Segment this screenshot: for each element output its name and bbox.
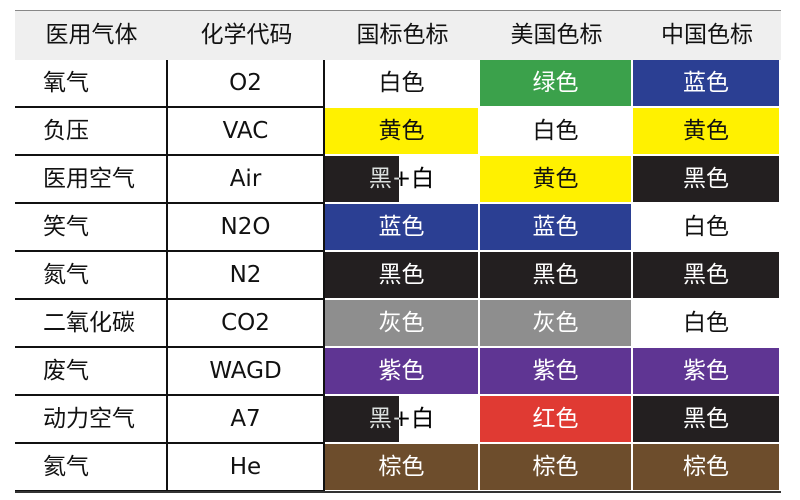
chemical-code: O2 — [168, 60, 325, 108]
chemical-code: Air — [168, 156, 325, 204]
us-color-cell: 绿色 — [480, 60, 633, 108]
chemical-code: N2 — [168, 252, 325, 300]
cn-color-cell: 黑色 — [633, 156, 781, 204]
table-row: 医用空气 Air 黑+白 黄色 黑色 — [15, 156, 781, 204]
gas-name: 氮气 — [15, 252, 168, 300]
cn-color-cell: 黑色 — [633, 396, 781, 444]
chemical-code: N2O — [168, 204, 325, 252]
gas-name: 氦气 — [15, 444, 168, 492]
cn-color-cell: 蓝色 — [633, 60, 781, 108]
black-swatch — [325, 396, 399, 442]
us-color-cell: 灰色 — [480, 300, 633, 348]
table-row: 氮气 N2 黑色 黑色 黑色 — [15, 252, 781, 300]
gas-name: 废气 — [15, 348, 168, 396]
us-color-cell: 红色 — [480, 396, 633, 444]
chemical-code: A7 — [168, 396, 325, 444]
gas-name: 氧气 — [15, 60, 168, 108]
gb-color-cell: 白色 — [325, 60, 480, 108]
gb-color-cell: 黑色 — [325, 252, 480, 300]
chemical-code: VAC — [168, 108, 325, 156]
gb-color-cell: 棕色 — [325, 444, 480, 492]
chemical-code: He — [168, 444, 325, 492]
us-color-cell: 紫色 — [480, 348, 633, 396]
cn-color-cell: 黄色 — [633, 108, 781, 156]
gb-color-cell: 黑+白 — [325, 396, 480, 444]
chemical-code: CO2 — [168, 300, 325, 348]
us-color-cell: 蓝色 — [480, 204, 633, 252]
color-label: 黑+白 — [368, 166, 435, 192]
cn-color-cell: 白色 — [633, 300, 781, 348]
gb-color-cell: 灰色 — [325, 300, 480, 348]
gas-name: 医用空气 — [15, 156, 168, 204]
us-color-cell: 棕色 — [480, 444, 633, 492]
chemical-code: WAGD — [168, 348, 325, 396]
table-row: 笑气 N2O 蓝色 蓝色 白色 — [15, 204, 781, 252]
us-color-cell: 白色 — [480, 108, 633, 156]
table-row: 废气 WAGD 紫色 紫色 紫色 — [15, 348, 781, 396]
us-color-cell: 黄色 — [480, 156, 633, 204]
gb-color-cell: 紫色 — [325, 348, 480, 396]
cn-color-cell: 白色 — [633, 204, 781, 252]
gb-color-cell: 黑+白 — [325, 156, 480, 204]
color-label: 黑+白 — [368, 406, 435, 432]
table-row: 氧气 O2 白色 绿色 蓝色 — [15, 60, 781, 108]
table-bottom-border — [15, 491, 781, 493]
header-cn-color: 中国色标 — [661, 22, 753, 48]
cn-color-cell: 黑色 — [633, 252, 781, 300]
table-row: 负压 VAC 黄色 白色 黄色 — [15, 108, 781, 156]
gb-color-cell: 黄色 — [325, 108, 480, 156]
cn-color-cell: 棕色 — [633, 444, 781, 492]
gas-name: 笑气 — [15, 204, 168, 252]
gas-name: 二氧化碳 — [15, 300, 168, 348]
cn-color-cell: 紫色 — [633, 348, 781, 396]
table-row: 动力空气 A7 黑+白 红色 黑色 — [15, 396, 781, 444]
header-gb-color: 国标色标 — [356, 22, 449, 48]
gas-name: 动力空气 — [15, 396, 168, 444]
header-code: 化学代码 — [200, 22, 293, 48]
gas-name: 负压 — [15, 108, 168, 156]
header-us-color: 美国色标 — [510, 22, 603, 48]
table-header: 医用气体 化学代码 国标色标 美国色标 中国色标 — [15, 10, 781, 60]
gb-color-cell: 蓝色 — [325, 204, 480, 252]
table-row: 二氧化碳 CO2 灰色 灰色 白色 — [15, 300, 781, 348]
us-color-cell: 黑色 — [480, 252, 633, 300]
black-swatch — [325, 156, 399, 202]
header-gas: 医用气体 — [45, 22, 138, 48]
table-row: 氦气 He 棕色 棕色 棕色 — [15, 444, 781, 492]
